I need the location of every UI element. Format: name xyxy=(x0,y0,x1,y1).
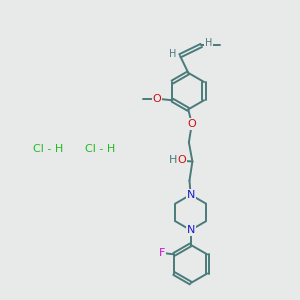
Text: H: H xyxy=(205,38,213,48)
Text: N: N xyxy=(186,190,195,200)
Text: O: O xyxy=(188,119,196,129)
Text: Cl - H: Cl - H xyxy=(85,143,115,154)
Text: N: N xyxy=(186,190,195,200)
Text: H: H xyxy=(169,49,176,59)
Text: F: F xyxy=(159,248,166,258)
Text: O: O xyxy=(153,94,161,104)
Text: O: O xyxy=(178,155,187,165)
Text: Cl - H: Cl - H xyxy=(33,143,64,154)
Text: H: H xyxy=(169,155,177,165)
Text: N: N xyxy=(186,225,195,235)
